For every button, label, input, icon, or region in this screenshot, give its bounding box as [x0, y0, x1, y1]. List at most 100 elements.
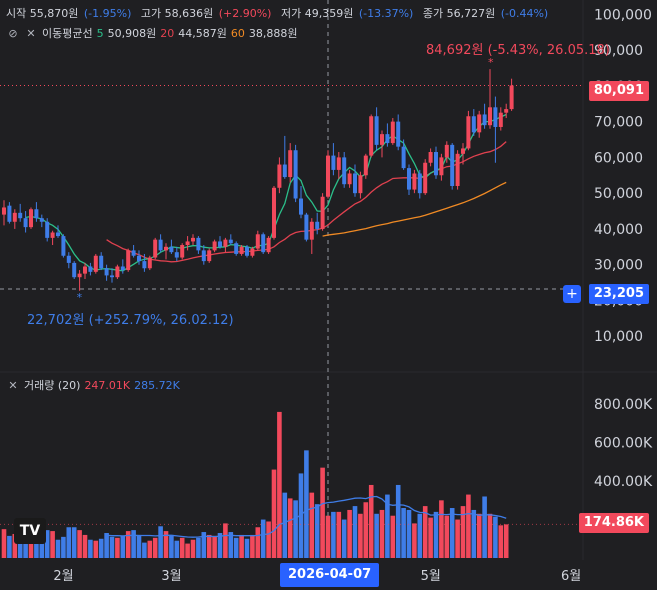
candle — [412, 169, 417, 194]
candle-body — [482, 114, 487, 126]
last-price-tag: 80,091 — [588, 81, 649, 101]
volume-bar — [493, 516, 498, 558]
candle — [201, 245, 206, 265]
low-change: (-13.37%) — [358, 7, 414, 20]
volume-bar — [50, 531, 55, 558]
candle-body — [304, 214, 309, 240]
ohlc-legend: 시작 55,870원 (-1.95%) 고가 58,636원 (+2.90%) … — [6, 5, 554, 21]
candle — [347, 169, 352, 188]
candle-body — [164, 246, 168, 251]
candle-body — [120, 266, 125, 271]
close-icon[interactable]: ✕ — [26, 26, 36, 40]
volume-bar — [190, 539, 196, 558]
candle-body — [77, 273, 82, 278]
ma20-period: 20 — [160, 26, 175, 40]
candle — [320, 193, 325, 231]
candle — [174, 246, 179, 262]
volume-bar — [125, 531, 131, 558]
candle — [282, 135, 287, 179]
candle — [169, 239, 174, 254]
candle — [250, 246, 255, 258]
candle — [498, 107, 503, 131]
candle-body — [142, 261, 147, 269]
candle — [444, 141, 449, 163]
volume-bar — [363, 502, 369, 558]
volume-bar — [44, 530, 50, 558]
add-alert-button[interactable]: + — [563, 285, 581, 303]
candle-body — [461, 148, 465, 154]
volume-bar — [331, 511, 336, 558]
candle — [434, 146, 438, 179]
tradingview-logo[interactable]: TV — [14, 518, 46, 544]
volume-bar — [293, 500, 298, 558]
ma20-line — [106, 141, 507, 263]
volume-bar — [471, 509, 477, 558]
volume-bar — [147, 540, 153, 558]
volume-bar — [169, 534, 174, 558]
candle-body — [450, 144, 455, 186]
candle-body — [309, 221, 314, 240]
candle — [164, 243, 168, 260]
volume-bar — [503, 524, 509, 558]
low-annotation: 22,702원 (+252.79%, 26.02.12) — [27, 313, 234, 328]
candle — [126, 248, 131, 272]
candle — [196, 236, 201, 254]
volume-bar — [439, 500, 444, 558]
open-label: 시작 — [6, 7, 27, 20]
close-icon[interactable]: ✕ — [8, 378, 18, 392]
candle — [153, 237, 158, 260]
candle — [88, 262, 93, 276]
volume-bar — [131, 530, 136, 558]
candle-body — [385, 134, 390, 144]
candle-body — [342, 157, 347, 185]
candle-body — [223, 239, 228, 247]
candle — [315, 212, 320, 235]
candle — [61, 234, 66, 258]
candle — [255, 230, 260, 251]
volume-bar — [287, 498, 293, 558]
volume-bar — [277, 411, 282, 558]
ma5-period: 5 — [96, 26, 104, 40]
candle — [104, 264, 109, 281]
candle-body — [158, 239, 163, 251]
last-volume-tag: 174.86K — [578, 513, 649, 533]
volume-bar — [444, 515, 450, 558]
volume-bar — [271, 469, 277, 558]
candle-body — [212, 241, 217, 251]
volume-value: 247.01K — [84, 378, 131, 392]
x-tick-label: 6월 — [561, 569, 581, 584]
candle-body — [12, 212, 17, 222]
volume-bar — [358, 513, 363, 558]
candle — [477, 110, 482, 138]
candle — [218, 236, 222, 249]
candle-body — [266, 237, 271, 253]
candle-body — [477, 114, 482, 133]
candle-body — [234, 243, 239, 254]
candle — [439, 153, 444, 181]
candle — [261, 232, 266, 254]
visibility-toggle-icon[interactable]: ⊘ — [8, 26, 18, 40]
volume-ma-value: 285.72K — [134, 378, 180, 392]
candle — [358, 171, 363, 199]
volume-bar — [309, 492, 315, 558]
candle-body — [471, 116, 476, 133]
candle-body — [299, 198, 303, 215]
candle — [66, 252, 71, 269]
candle-body — [326, 155, 330, 197]
candle-body — [29, 209, 33, 228]
candle-body — [34, 209, 39, 219]
candle-body — [509, 85, 514, 110]
volume-bar — [34, 543, 39, 558]
candle — [99, 252, 104, 271]
candle — [147, 255, 152, 271]
volume-bar — [401, 508, 406, 558]
volume-tick-label: 800.00K — [594, 397, 653, 413]
candle — [29, 207, 33, 229]
candle-body — [444, 144, 449, 158]
candle — [342, 152, 347, 188]
candle — [309, 218, 314, 254]
candle-body — [358, 175, 363, 194]
candle-body — [412, 173, 417, 190]
candle-body — [207, 250, 212, 262]
